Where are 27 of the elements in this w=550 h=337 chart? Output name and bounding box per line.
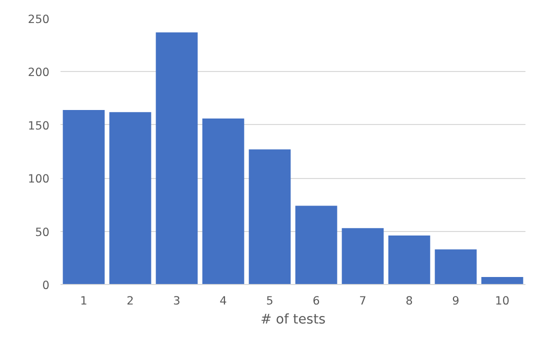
- bar: [156, 32, 198, 284]
- bar: [434, 249, 477, 284]
- bar: [248, 149, 291, 284]
- x-tick-label: 3: [173, 294, 180, 308]
- y-tick-label: 200: [28, 65, 50, 80]
- x-axis-title: # of tests: [260, 312, 326, 328]
- x-tick-label: 10: [495, 294, 510, 308]
- bar: [388, 236, 430, 284]
- bar: [109, 112, 152, 284]
- y-tick-label: 0: [42, 278, 50, 292]
- x-tick-label: 4: [220, 294, 227, 308]
- x-tick-label: 2: [126, 294, 134, 308]
- x-tick-label: 9: [452, 294, 460, 308]
- x-tick-label: 1: [80, 294, 88, 308]
- y-tick-label: 250: [28, 12, 50, 26]
- y-tick-label: 150: [28, 118, 50, 132]
- x-tick-label: 8: [406, 294, 413, 308]
- bar: [342, 228, 384, 284]
- y-tick-label: 50: [35, 224, 50, 239]
- bar: [62, 110, 105, 284]
- bar: [202, 118, 244, 284]
- x-tick-label: 7: [359, 294, 366, 308]
- bar: [295, 206, 338, 284]
- y-tick-label: 100: [28, 172, 50, 186]
- x-tick-label: 5: [266, 294, 274, 308]
- bar: [481, 277, 524, 284]
- x-tick-label: 6: [312, 294, 320, 308]
